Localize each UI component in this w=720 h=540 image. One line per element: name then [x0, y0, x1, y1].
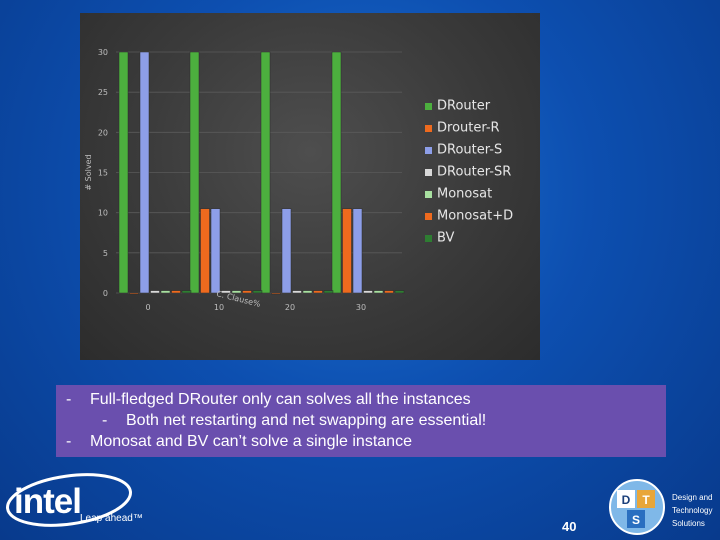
dts-caption-line-3: Solutions — [672, 519, 705, 528]
bar-monosat — [373, 290, 384, 294]
bar-drouter — [260, 51, 271, 294]
bullet-line-3: - Monosat and BV can’t solve a single ins… — [66, 431, 666, 452]
bar-drouter-r — [129, 292, 139, 295]
bar-drouter-sr — [221, 290, 231, 294]
x-tick-label: 10 — [214, 303, 224, 312]
dts-caption-line-1: Design and — [672, 493, 713, 502]
legend-swatch — [425, 191, 432, 198]
legend-swatch — [425, 169, 432, 176]
bar-drouter-r — [200, 208, 210, 294]
legend-label: DRouter-SR — [437, 165, 511, 180]
legend-swatch — [425, 103, 432, 110]
dts-letter-d: D — [622, 493, 631, 507]
summary-box: - Full-fledged DRouter only can solves al… — [56, 385, 666, 457]
dts-letter-t: T — [642, 493, 650, 507]
legend-label: Monosat — [437, 187, 492, 202]
bar-monosat — [160, 290, 171, 294]
bar-monosat+d — [313, 290, 323, 294]
legend-label: Monosat+D — [437, 209, 513, 224]
bar-bv — [181, 290, 192, 294]
y-tick-label: 25 — [98, 88, 108, 97]
bar-drouter-r — [342, 208, 352, 294]
y-tick-label: 15 — [98, 169, 108, 178]
bullet-dash: - — [66, 433, 72, 450]
dts-caption: Design and Technology Solutions — [672, 491, 712, 530]
page-number: 40 — [562, 519, 577, 534]
legend-label: BV — [437, 231, 455, 246]
dts-letter-s: S — [632, 513, 640, 527]
y-tick-label: 30 — [98, 48, 108, 57]
dts-caption-line-2: Technology — [672, 506, 713, 515]
legend-label: DRouter-S — [437, 143, 502, 158]
legend-label: DRouter — [437, 99, 491, 114]
bar-monosat+d — [384, 290, 394, 294]
intel-tagline: Leap ahead™ — [80, 513, 143, 524]
bullet-line-1: - Full-fledged DRouter only can solves al… — [66, 389, 666, 410]
legend-swatch — [425, 147, 432, 154]
legend-swatch — [425, 125, 432, 132]
bar-drouter-sr — [150, 290, 160, 294]
dts-logo-icon: D T S — [609, 479, 665, 535]
bullet-dash: - — [66, 391, 72, 408]
bar-drouter-sr — [363, 290, 373, 294]
bar-drouter-s — [281, 208, 292, 294]
bar-monosat — [231, 290, 242, 294]
bar-drouter — [331, 51, 342, 294]
x-tick-label: 0 — [145, 303, 150, 312]
bar-drouter-r — [271, 292, 281, 295]
intel-swoosh-icon — [6, 473, 132, 527]
legend-swatch — [425, 213, 432, 220]
bullet-line-2: - Both net restarting and net swapping ar… — [66, 410, 666, 431]
bar-drouter-s — [210, 208, 221, 294]
bar-bv — [252, 290, 263, 294]
chart-panel: 0 5 10 15 20 25 30 # Solved 0 10 20 30 C. Clause% DRo… — [80, 13, 540, 360]
intel-logo-text: intel — [14, 482, 82, 521]
y-tick-label: 5 — [103, 249, 108, 258]
legend-swatch — [425, 235, 432, 242]
bullet-text-2: Both net restarting and net swapping are… — [126, 412, 487, 429]
bar-drouter-s — [139, 51, 150, 294]
y-tick-label: 20 — [98, 128, 108, 137]
bullet-text-3: Monosat and BV can’t solve a single inst… — [90, 433, 412, 450]
y-tick-label: 0 — [103, 289, 108, 298]
bar-monosat+d — [242, 290, 252, 294]
bullet-dash: - — [102, 412, 108, 429]
bullet-text-1: Full-fledged DRouter only can solves all… — [90, 391, 471, 408]
bar-monosat — [302, 290, 313, 294]
legend-label: Drouter-R — [437, 121, 500, 136]
bar-bv — [323, 290, 334, 294]
x-tick-label: 20 — [285, 303, 295, 312]
bar-bv — [394, 290, 405, 294]
bar-drouter-sr — [292, 290, 302, 294]
y-axis-label: # Solved — [84, 154, 93, 190]
y-tick-label: 10 — [98, 209, 108, 218]
bar-drouter — [118, 51, 129, 294]
bar-drouter — [189, 51, 200, 294]
x-tick-label: 30 — [356, 303, 366, 312]
bar-drouter-s — [352, 208, 363, 294]
bar-monosat+d — [171, 290, 181, 294]
